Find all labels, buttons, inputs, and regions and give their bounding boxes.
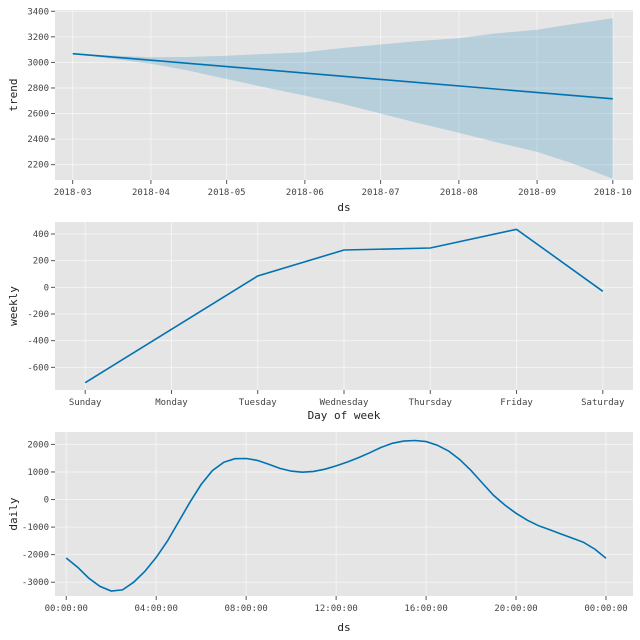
daily-ytick-label-0: -3000	[22, 578, 49, 588]
daily-ytick-label-2: -1000	[22, 523, 49, 533]
weekly-ytick-label-4: 200	[33, 257, 49, 267]
weekly-xtick-label-1: Monday	[155, 398, 188, 408]
daily-xtick-label-4: 16:00:00	[404, 604, 447, 614]
daily-plot-area	[55, 432, 633, 596]
trend-xtick-label-4: 2018-07	[362, 188, 400, 198]
trend-panel: 2018-03 2018-04 2018-05 2018-06 2018-07 2018-…	[7, 7, 633, 214]
daily-xtick-label-3: 12:00:00	[314, 604, 357, 614]
trend-ytick-label-2: 2600	[27, 110, 49, 120]
trend-x-axis-label: ds	[337, 201, 350, 214]
trend-xtick-label-6: 2018-09	[518, 188, 556, 198]
daily-xtick-label-2: 08:00:00	[224, 604, 267, 614]
trend-ytick-label-5: 3200	[27, 33, 49, 43]
weekly-x-axis-label: Day of week	[308, 409, 381, 422]
weekly-ytick-label-2: -200	[27, 310, 49, 320]
weekly-xtick-label-5: Friday	[500, 398, 533, 408]
trend-uncertainty-band	[72, 18, 613, 179]
weekly-xtick-label-3: Wednesday	[320, 398, 369, 408]
trend-y-axis-label: trend	[7, 78, 20, 111]
daily-x-axis-label: ds	[337, 621, 350, 634]
daily-xtick-label-6: 00:00:00	[584, 604, 627, 614]
weekly-ytick-label-3: 0	[44, 283, 49, 293]
trend-ytick-label-4: 3000	[27, 58, 49, 68]
trend-xtick-label-3: 2018-06	[286, 188, 324, 198]
daily-y-axis-label: daily	[7, 497, 20, 530]
weekly-series-line	[84, 228, 604, 384]
weekly-ytick-label-5: 400	[33, 230, 49, 240]
weekly-ytick-label-1: -400	[27, 337, 49, 347]
trend-xtick-label-5: 2018-08	[440, 188, 478, 198]
trend-ytick-label-3: 2800	[27, 84, 49, 94]
weekly-y-axis-label: weekly	[7, 286, 20, 326]
weekly-ytick-label-0: -600	[27, 363, 49, 373]
weekly-xtick-label-6: Saturday	[581, 398, 625, 408]
daily-xtick-label-5: 20:00:00	[494, 604, 537, 614]
daily-ytick-label-5: 2000	[27, 440, 49, 450]
daily-series-line	[65, 439, 607, 592]
weekly-panel: Sunday Monday Tuesday Wednesday Thursday Frid…	[7, 222, 633, 422]
daily-xtick-label-0: 00:00:00	[45, 604, 88, 614]
watermark-text: https://blog.csdn.net/fnlfu	[460, 615, 628, 630]
weekly-xtick-label-2: Tuesday	[239, 398, 278, 408]
daily-panel: 00:00:00 04:00:00 08:00:00 12:00:00 16:00:00…	[7, 432, 633, 634]
daily-xtick-label-1: 04:00:00	[135, 604, 178, 614]
daily-ytick-label-1: -2000	[22, 551, 49, 561]
weekly-xtick-label-4: Thursday	[409, 398, 453, 408]
daily-ytick-label-4: 1000	[27, 468, 49, 478]
trend-xtick-label-7: 2018-10	[594, 188, 632, 198]
trend-series-line	[72, 52, 613, 100]
trend-ytick-label-6: 3400	[27, 7, 49, 17]
trend-ytick-label-0: 2200	[27, 161, 49, 171]
trend-xtick-label-2: 2018-05	[208, 188, 246, 198]
daily-ytick-label-3: 0	[44, 496, 49, 506]
trend-ytick-label-1: 2400	[27, 135, 49, 145]
weekly-xtick-label-0: Sunday	[69, 398, 102, 408]
trend-xtick-label-1: 2018-04	[132, 188, 170, 198]
trend-xtick-label-0: 2018-03	[54, 188, 92, 198]
